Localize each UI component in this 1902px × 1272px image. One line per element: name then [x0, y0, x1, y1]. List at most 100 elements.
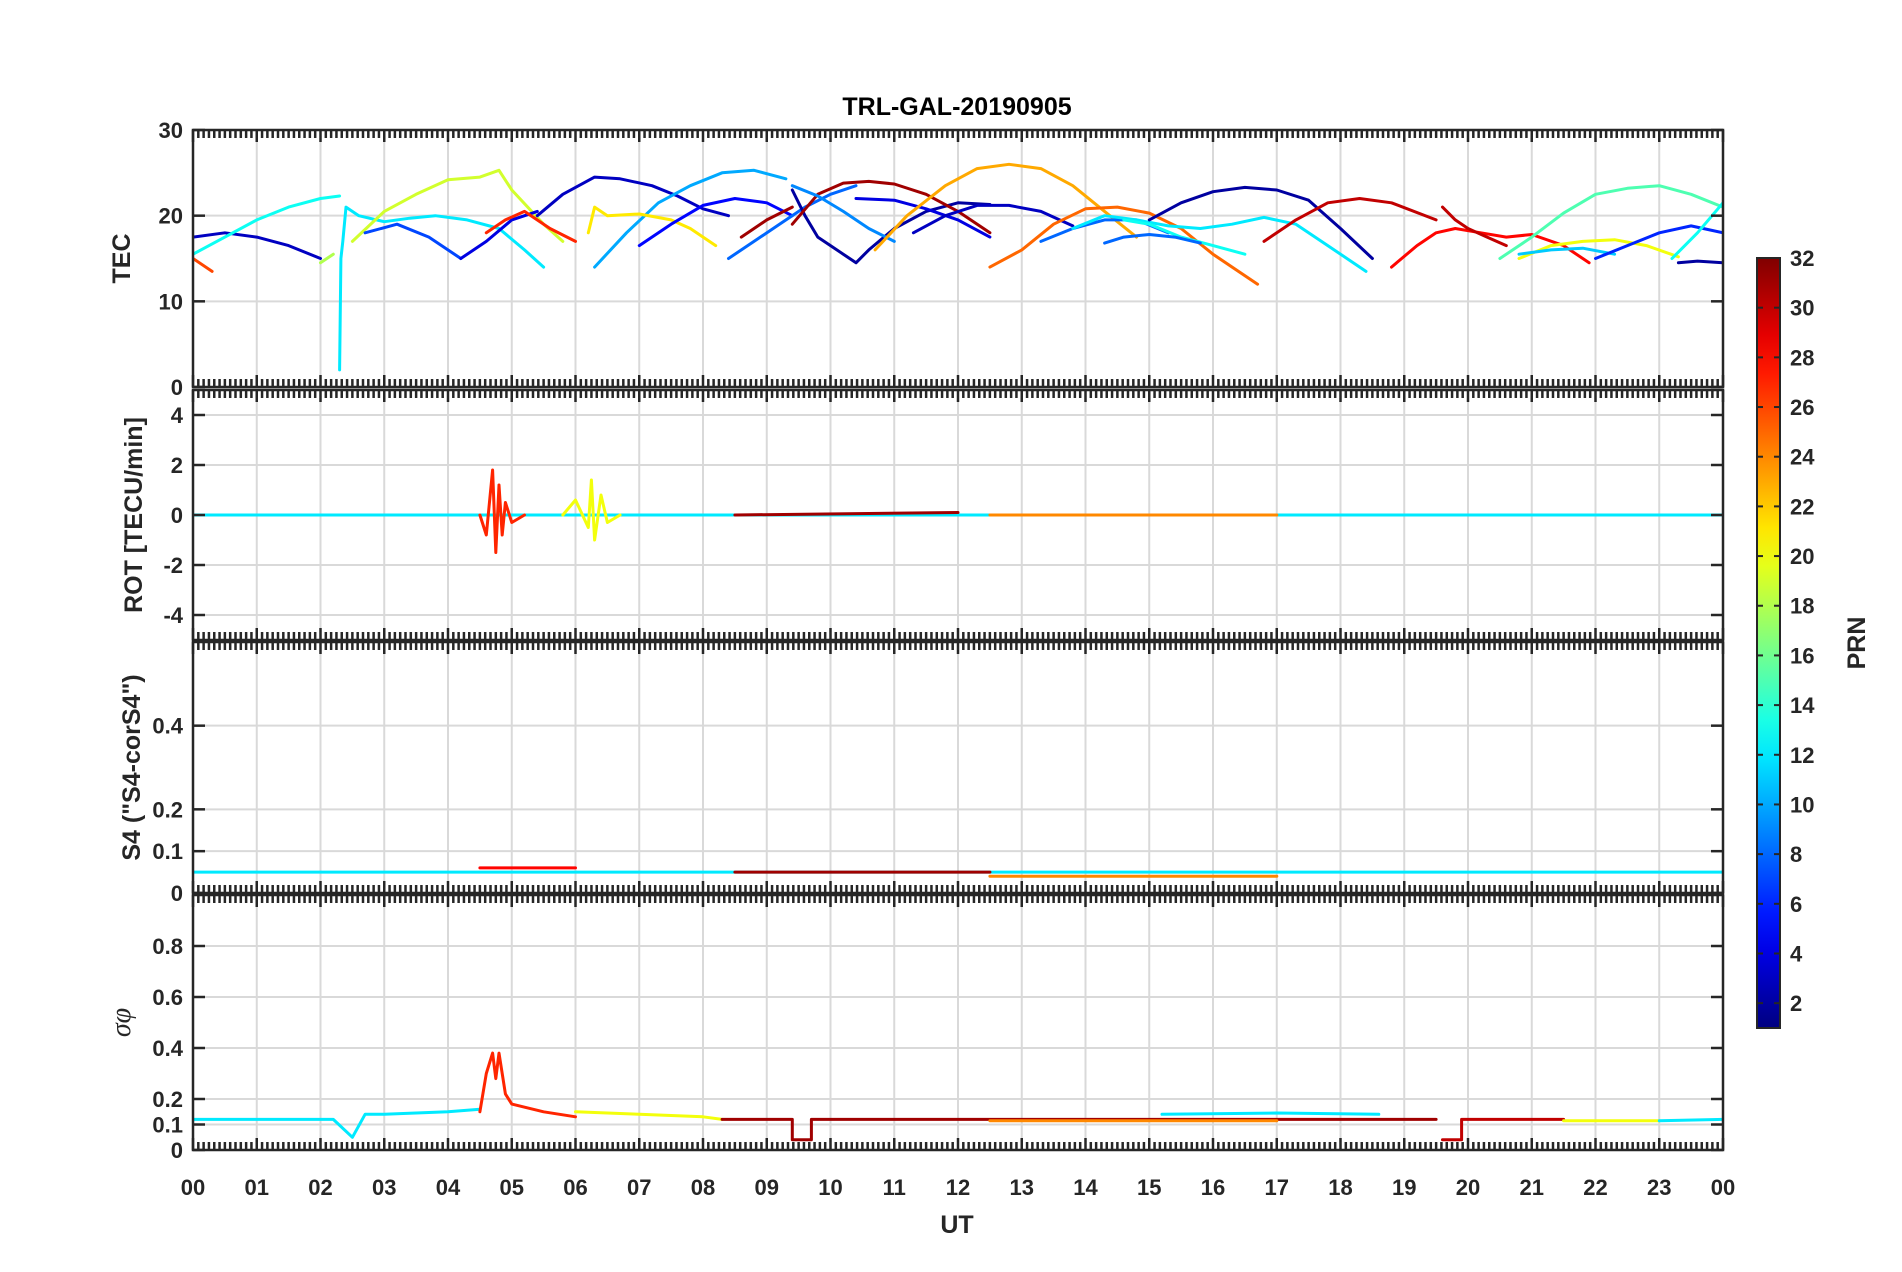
series-line-prn-8: [1103, 233, 1202, 245]
x-tick-label: 16: [1201, 1175, 1225, 1200]
colorbar-tick-label: 22: [1790, 494, 1814, 519]
colorbar-tick-label: 6: [1790, 892, 1802, 917]
x-tick-label: 10: [818, 1175, 842, 1200]
x-tick-label: 21: [1520, 1175, 1544, 1200]
series-line-prn-30: [1441, 205, 1508, 248]
series-line-prn-12: [193, 1107, 482, 1139]
y-tick-label: 0.2: [152, 797, 183, 822]
series-line-prn-15: [1498, 184, 1723, 260]
series-line-prn-13: [193, 194, 342, 256]
panel-rot-frame: [191, 388, 1725, 642]
x-tick-label: 03: [372, 1175, 396, 1200]
colorbar-tick-label: 4: [1790, 941, 1803, 966]
series-line-prn-3: [193, 231, 322, 260]
series-line-prn-8: [727, 184, 858, 260]
colorbar-tick-label: 10: [1790, 792, 1814, 817]
panel-ticks: [191, 642, 1725, 893]
panel-s4-frame: [191, 640, 1725, 895]
panel-tec: 0 10 20 30 TEC: [108, 118, 1725, 400]
y-tick-label: 0.8: [152, 934, 183, 959]
x-tick-label: 02: [308, 1175, 332, 1200]
x-axis-label: UT: [940, 1211, 973, 1239]
series-line-prn-2: [1676, 259, 1723, 265]
x-tick-label: 15: [1137, 1175, 1161, 1200]
y-axis-label-sigma_phi: σφ: [106, 1008, 137, 1037]
colorbar-label: PRN: [1843, 617, 1871, 670]
panel-ticks: [191, 390, 1725, 640]
x-tick-label: 07: [627, 1175, 651, 1200]
y-tick-label: -4: [163, 603, 183, 628]
colorbar-tick-label: 2: [1790, 991, 1802, 1016]
colorbar-tick-label: 14: [1790, 693, 1815, 718]
series-line-prn-3: [911, 203, 1075, 235]
colorbar-tick-label: 30: [1790, 296, 1814, 321]
x-tick-label: 13: [1010, 1175, 1034, 1200]
series-line-prn-9: [790, 184, 896, 243]
series-line-prn-31: [733, 511, 960, 517]
y-tick-label: 0.6: [152, 985, 183, 1010]
y-tick-label: 10: [159, 289, 183, 314]
series-line-prn-20: [1517, 238, 1680, 260]
series-line-prn-30: [1441, 1117, 1566, 1142]
series-line-prn-30: [1262, 197, 1438, 243]
y-axis-label-s4: S4 ("S4-corS4"): [118, 674, 146, 860]
y-tick-label: 0.1: [152, 839, 183, 864]
y-tick-label: 0.1: [152, 1113, 183, 1138]
y-tick-label: 0: [171, 881, 183, 906]
series-line-prn-26: [193, 257, 214, 273]
x-tick-label: 01: [245, 1175, 269, 1200]
y-tick-label: 0.4: [152, 714, 183, 739]
series-line-prn-5: [637, 197, 794, 248]
x-tick-label: 12: [946, 1175, 970, 1200]
x-tick-label: 11: [883, 1175, 906, 1200]
x-tick-label: 00: [181, 1175, 205, 1200]
colorbar-tick-label: 26: [1790, 395, 1814, 420]
x-tick-label: 09: [755, 1175, 779, 1200]
series-line-prn-31: [720, 1117, 1438, 1142]
series-line-prn-10: [593, 168, 788, 269]
x-tick-label: 17: [1265, 1175, 1289, 1200]
series-line-prn-25: [988, 205, 1260, 286]
y-tick-label: 0.4: [152, 1036, 183, 1061]
series-group: [193, 866, 1723, 878]
series-line-prn-20: [561, 478, 622, 542]
y-tick-label: 0: [171, 1138, 183, 1163]
x-tick-label: 19: [1392, 1175, 1416, 1200]
series-line-prn-27: [484, 209, 577, 243]
series-line-prn-18: [319, 252, 335, 265]
x-tick-label: 05: [500, 1175, 524, 1200]
series-line-prn-23: [873, 162, 1138, 252]
x-axis: 00 01 02 03 04 05 06 07 08 09 10 11 12 13 14 15 16 17 18 19…: [181, 1175, 1735, 1200]
y-tick-label: -2: [163, 553, 183, 578]
y-tick-label: 0: [171, 375, 183, 400]
series-line-prn-12: [338, 205, 546, 372]
panel-tec-frame: [191, 128, 1725, 389]
x-tick-label: 00: [1711, 1175, 1735, 1200]
y-tick-label: 0: [171, 503, 183, 528]
colorbar-tick-label: 32: [1790, 246, 1814, 271]
y-tick-label: 0.2: [152, 1087, 183, 1112]
panel-rot: -4 -2 0 2 4 ROT [TECU/min]: [120, 388, 1725, 642]
colorbar-tick-label: 20: [1790, 544, 1814, 569]
series-line-prn-12: [1657, 1117, 1723, 1123]
series-line-prn-2: [1147, 185, 1374, 260]
x-tick-label: 14: [1073, 1175, 1098, 1200]
colorbar-tick-label: 18: [1790, 594, 1814, 619]
x-tick-label: 08: [691, 1175, 715, 1200]
y-axis-label-tec: TEC: [108, 234, 136, 284]
panel-sigma_phi: 00.10.2 0.4 0.6 0.8 σφ: [106, 893, 1725, 1163]
series-line-prn-4: [854, 197, 992, 239]
y-tick-label: 20: [159, 204, 183, 229]
series-line-prn-2: [790, 188, 992, 265]
panel-sigma_phi-frame: [191, 893, 1725, 1152]
chart-title: TRL-GAL-20190905: [842, 93, 1071, 121]
series-group: [193, 1051, 1723, 1142]
panel-ticks: [191, 130, 1725, 387]
series-line-prn-12: [1160, 1111, 1381, 1116]
y-tick-label: 30: [159, 118, 183, 143]
series-line-prn-21: [586, 205, 718, 248]
x-tick-label: 06: [563, 1175, 587, 1200]
